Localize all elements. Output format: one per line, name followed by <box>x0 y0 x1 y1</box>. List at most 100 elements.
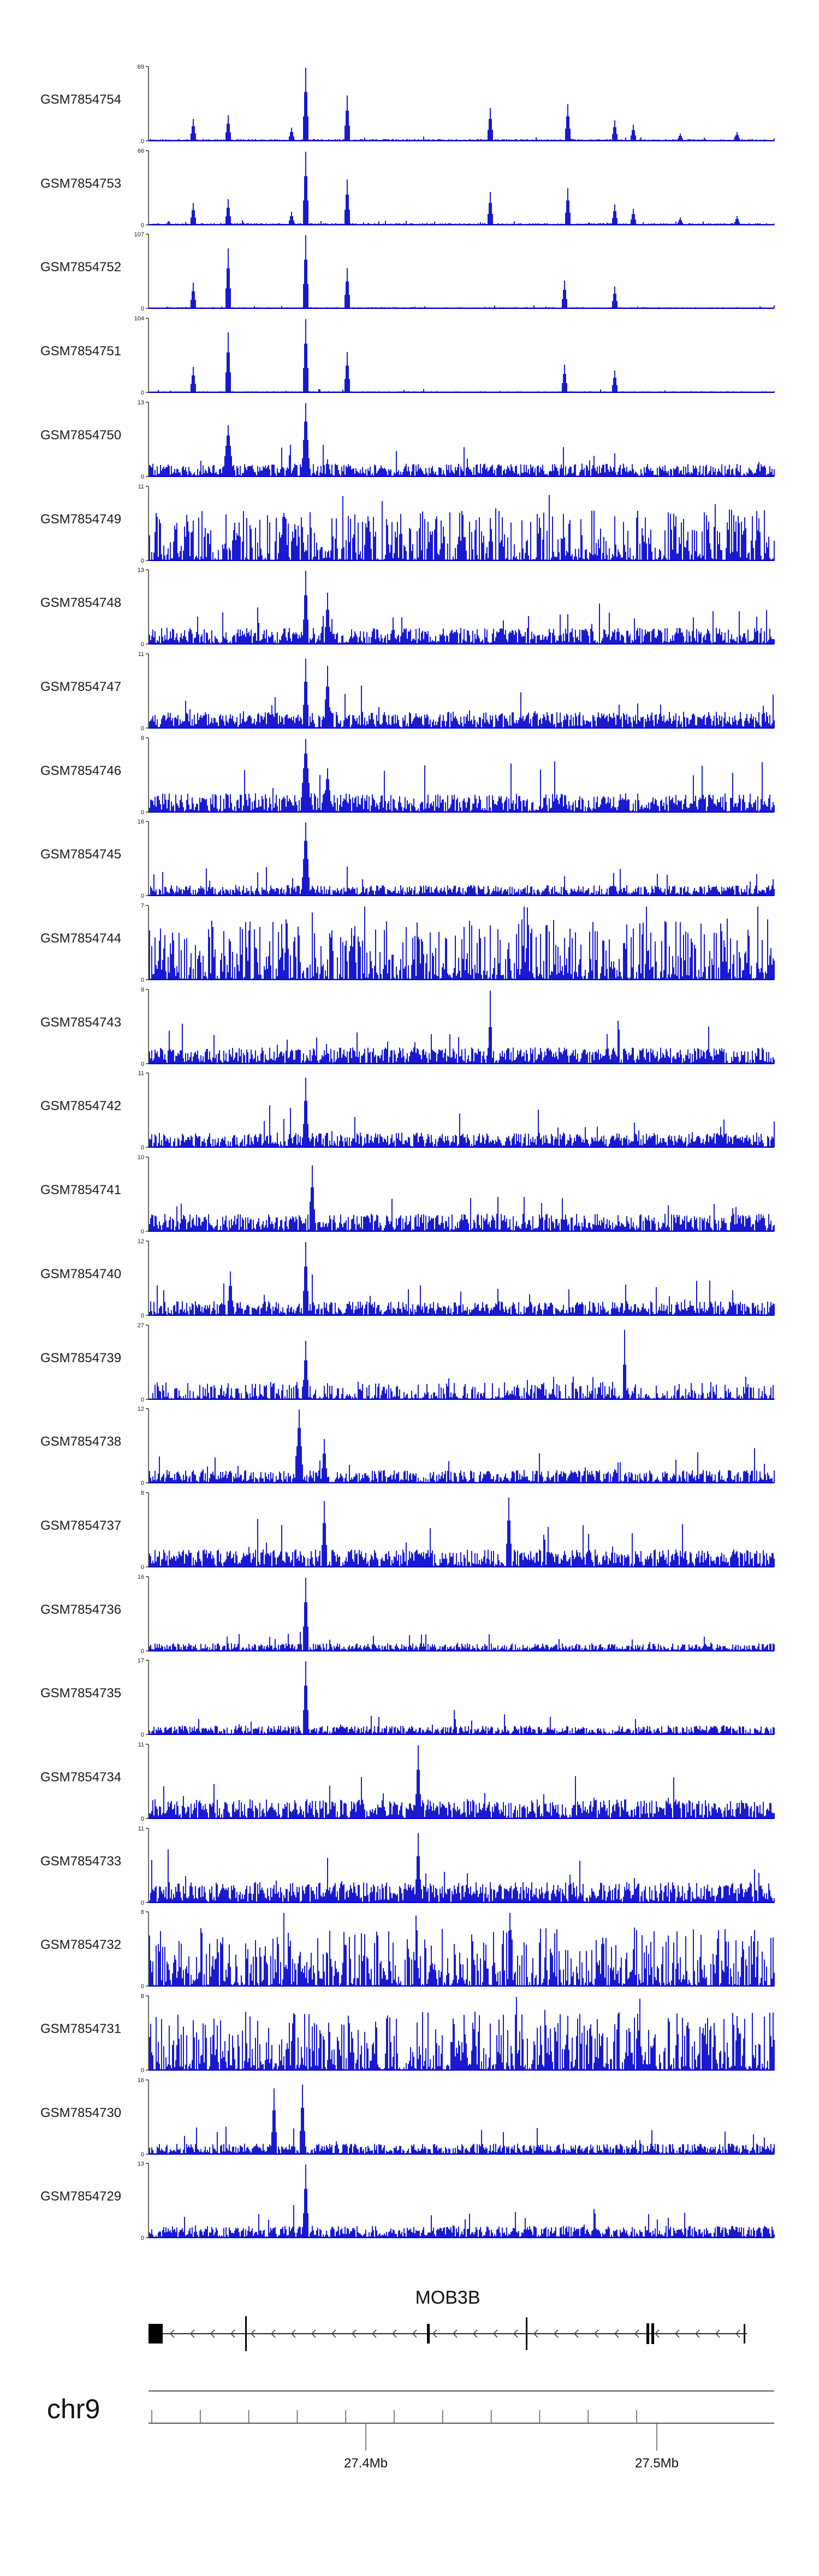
coverage-bar <box>150 139 151 141</box>
coverage-bar <box>336 712 337 728</box>
coverage-bar <box>167 718 168 728</box>
coverage-bar <box>426 473 428 476</box>
coverage-bar <box>598 712 599 728</box>
coverage-bar <box>197 804 198 812</box>
coverage-bar <box>276 517 277 560</box>
coverage-bar <box>230 550 231 560</box>
coverage-bar <box>280 469 281 476</box>
coverage-bar <box>435 795 436 812</box>
coverage-bar <box>265 638 266 644</box>
coverage-bar <box>450 713 452 728</box>
coverage-bar <box>173 472 174 476</box>
coverage-bar <box>172 806 173 812</box>
coverage-bar <box>366 527 367 560</box>
coverage-bar <box>339 642 340 644</box>
coverage-bar <box>471 641 472 644</box>
coverage-bar <box>288 632 289 644</box>
coverage-bar <box>624 642 625 644</box>
coverage-bar <box>634 130 635 141</box>
coverage-bar <box>151 800 152 812</box>
coverage-bar <box>552 464 553 476</box>
coverage-bar <box>305 550 306 560</box>
coverage-bar <box>632 640 633 644</box>
coverage-bar <box>503 809 504 812</box>
coverage-bar <box>349 379 350 392</box>
coverage-bar <box>363 631 364 644</box>
coverage-bar <box>174 525 175 560</box>
coverage-bar <box>687 718 689 728</box>
coverage-bar <box>188 467 189 476</box>
coverage-bar <box>198 517 199 560</box>
coverage-bar <box>185 467 186 476</box>
coverage-bar <box>422 511 423 560</box>
coverage-bar <box>568 726 569 728</box>
coverage-bar <box>182 639 183 644</box>
coverage-bar <box>347 801 348 812</box>
coverage-bar <box>456 139 457 141</box>
coverage-bar <box>398 720 399 728</box>
coverage-bar <box>663 555 664 560</box>
coverage-bar <box>323 795 324 812</box>
coverage-bar <box>225 793 227 812</box>
coverage-bar <box>208 533 209 560</box>
coverage-bar <box>744 139 745 141</box>
coverage-bar <box>240 466 241 476</box>
coverage-bar <box>672 550 673 560</box>
coverage-bar <box>313 628 314 644</box>
coverage-bar <box>424 139 425 141</box>
coverage-bar <box>398 558 399 560</box>
coverage-bar <box>489 469 490 476</box>
coverage-bar <box>460 807 461 812</box>
coverage-bar <box>735 468 737 476</box>
coverage-bar <box>304 753 305 812</box>
coverage-bar <box>633 641 634 644</box>
coverage-bar <box>418 639 419 644</box>
coverage-bar <box>560 614 561 644</box>
coverage-bar <box>369 715 370 728</box>
coverage-bar <box>308 725 310 728</box>
coverage-bar <box>635 219 636 225</box>
coverage-bar <box>201 511 203 560</box>
coverage-bar <box>328 687 329 728</box>
coverage-bar <box>732 717 733 728</box>
coverage-bar <box>506 139 507 141</box>
coverage-bar <box>364 717 365 728</box>
coverage-bar <box>443 527 444 560</box>
coverage-bar <box>234 806 235 812</box>
coverage-bar <box>412 307 413 308</box>
coverage-bar <box>486 547 488 560</box>
coverage-bar <box>503 620 504 644</box>
coverage-bar <box>728 629 729 644</box>
coverage-bar <box>540 640 541 644</box>
coverage-bar <box>590 629 591 644</box>
y-max-label: 66 <box>138 148 144 154</box>
coverage-bar <box>498 632 500 644</box>
coverage-bar <box>352 538 353 560</box>
coverage-bar <box>622 468 623 476</box>
coverage-bar <box>562 641 563 644</box>
coverage-bar <box>611 558 612 560</box>
coverage-bar <box>497 139 498 141</box>
coverage-bar <box>347 95 348 141</box>
coverage-bar <box>555 557 556 560</box>
coverage-bar <box>722 474 723 476</box>
coverage-bar <box>745 718 746 728</box>
coverage-bar <box>652 629 654 644</box>
coverage-bar <box>295 529 296 560</box>
coverage-bar <box>403 468 405 476</box>
coverage-bar <box>424 765 425 812</box>
coverage-bar <box>545 559 547 560</box>
coverage-bar <box>514 221 515 225</box>
coverage-bar <box>492 213 493 225</box>
coverage-bar <box>649 470 650 476</box>
coverage-bar <box>236 633 238 644</box>
coverage-bar <box>580 519 581 560</box>
coverage-bar <box>195 557 196 560</box>
coverage-bar <box>304 176 305 225</box>
coverage-bar <box>299 800 300 812</box>
coverage-bar <box>528 469 529 476</box>
coverage-bar <box>692 139 693 141</box>
coverage-bar <box>193 367 194 392</box>
coverage-bar <box>657 635 658 644</box>
coverage-bar <box>411 471 412 476</box>
